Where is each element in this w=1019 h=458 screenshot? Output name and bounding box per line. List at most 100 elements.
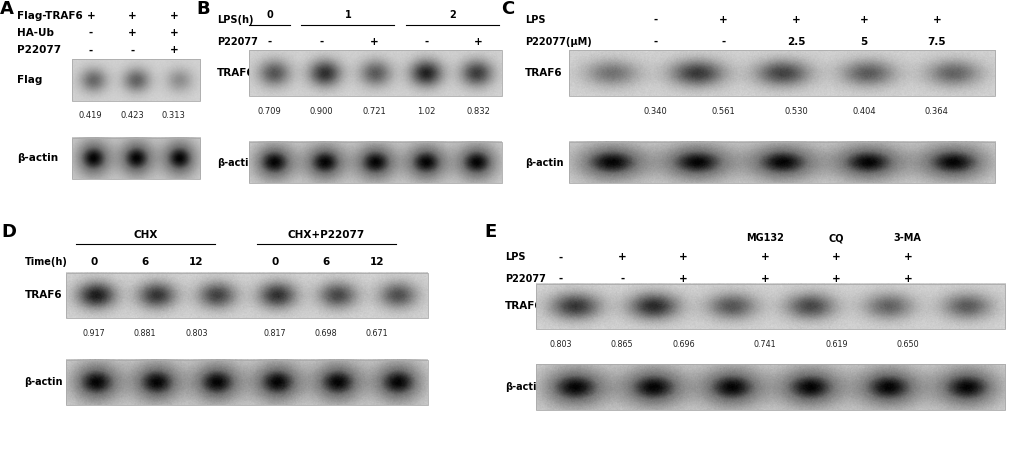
Bar (71, 137, 200, 179)
Text: CHX: CHX (132, 230, 157, 240)
Text: 0.917: 0.917 (83, 329, 106, 338)
Text: 0.803: 0.803 (549, 340, 572, 349)
Bar (66, 360, 428, 405)
Text: 2: 2 (448, 10, 455, 20)
Text: -: - (89, 28, 93, 38)
Text: E: E (484, 223, 496, 240)
Text: TRAF6: TRAF6 (504, 301, 542, 311)
Text: 0.340: 0.340 (643, 107, 667, 116)
Text: 0.698: 0.698 (315, 329, 337, 338)
Text: +: + (127, 11, 137, 21)
Text: P22077(μM): P22077(μM) (525, 37, 591, 47)
Text: β-actin: β-actin (24, 377, 63, 387)
Text: 3-MA: 3-MA (893, 234, 921, 244)
Text: +: + (169, 11, 178, 21)
Text: 0.721: 0.721 (362, 107, 385, 116)
Text: 0.865: 0.865 (610, 340, 633, 349)
Bar (569, 50, 994, 96)
Text: C: C (500, 0, 514, 18)
Bar (66, 273, 428, 318)
Text: LPS: LPS (525, 15, 545, 25)
Text: 1.02: 1.02 (417, 107, 435, 116)
Text: MG132: MG132 (745, 234, 784, 244)
Text: -: - (558, 252, 562, 262)
Text: B: B (197, 0, 210, 18)
Text: CQ: CQ (827, 234, 844, 244)
Text: +: + (791, 15, 800, 25)
Text: +: + (618, 252, 626, 262)
Text: 0.419: 0.419 (78, 111, 103, 120)
Text: 0: 0 (271, 257, 278, 267)
Text: -: - (653, 37, 657, 47)
Text: β-actin: β-actin (217, 158, 256, 168)
Text: +: + (903, 252, 911, 262)
Text: 0.803: 0.803 (184, 329, 207, 338)
Text: +: + (369, 37, 378, 47)
Bar (535, 284, 1004, 329)
Text: 6: 6 (322, 257, 329, 267)
Text: +: + (903, 274, 911, 284)
Bar (249, 50, 501, 96)
Bar (71, 59, 200, 101)
Text: 5: 5 (860, 37, 867, 47)
Text: 0: 0 (91, 257, 98, 267)
Text: P22077: P22077 (504, 274, 545, 284)
Text: +: + (127, 28, 137, 38)
Text: D: D (1, 223, 16, 240)
Text: 7.5: 7.5 (926, 37, 946, 47)
Text: LPS(h): LPS(h) (217, 15, 254, 25)
Text: +: + (832, 274, 840, 284)
Text: -: - (89, 45, 93, 55)
Text: +: + (169, 45, 178, 55)
Text: β-actin: β-actin (504, 382, 543, 392)
Text: 0.832: 0.832 (467, 107, 490, 116)
Text: +: + (760, 252, 768, 262)
Text: Flag-TRAF6: Flag-TRAF6 (17, 11, 83, 21)
Text: 0.881: 0.881 (133, 329, 156, 338)
Text: β-actin: β-actin (17, 153, 58, 163)
Text: P22077: P22077 (17, 45, 61, 55)
Text: 0.709: 0.709 (258, 107, 281, 116)
Text: 0.619: 0.619 (824, 340, 847, 349)
Bar (569, 142, 994, 183)
Text: HA-Ub: HA-Ub (17, 28, 54, 38)
Text: +: + (760, 274, 768, 284)
Text: +: + (679, 274, 687, 284)
Text: LPS: LPS (504, 252, 525, 262)
Text: 0.696: 0.696 (672, 340, 694, 349)
Text: A: A (0, 0, 14, 18)
Text: 1: 1 (344, 10, 351, 20)
Text: TRAF6: TRAF6 (24, 290, 62, 300)
Text: TRAF6: TRAF6 (525, 68, 562, 78)
Text: -: - (319, 37, 324, 47)
Text: -: - (620, 274, 624, 284)
Text: 0.650: 0.650 (896, 340, 918, 349)
Text: -: - (558, 274, 562, 284)
Text: CHX+P22077: CHX+P22077 (287, 230, 365, 240)
Bar (249, 142, 501, 183)
Text: +: + (169, 28, 178, 38)
Text: -: - (130, 45, 135, 55)
Text: 6: 6 (142, 257, 149, 267)
Text: TRAF6: TRAF6 (217, 68, 255, 78)
Text: +: + (931, 15, 941, 25)
Text: +: + (474, 37, 483, 47)
Text: 0.364: 0.364 (924, 107, 948, 116)
Text: 0: 0 (266, 10, 272, 20)
Text: -: - (267, 37, 271, 47)
Text: +: + (679, 252, 687, 262)
Text: 2.5: 2.5 (787, 37, 805, 47)
Text: 0.900: 0.900 (310, 107, 333, 116)
Text: 12: 12 (189, 257, 204, 267)
Text: 12: 12 (370, 257, 384, 267)
Text: +: + (832, 252, 840, 262)
Text: +: + (718, 15, 728, 25)
Text: 0.313: 0.313 (162, 111, 185, 120)
Text: -: - (424, 37, 428, 47)
Text: Time(h): Time(h) (24, 257, 67, 267)
Text: β-actin: β-actin (525, 158, 562, 168)
Text: -: - (720, 37, 726, 47)
Text: +: + (87, 11, 95, 21)
Text: P22077: P22077 (217, 37, 258, 47)
Text: 0.404: 0.404 (852, 107, 875, 116)
